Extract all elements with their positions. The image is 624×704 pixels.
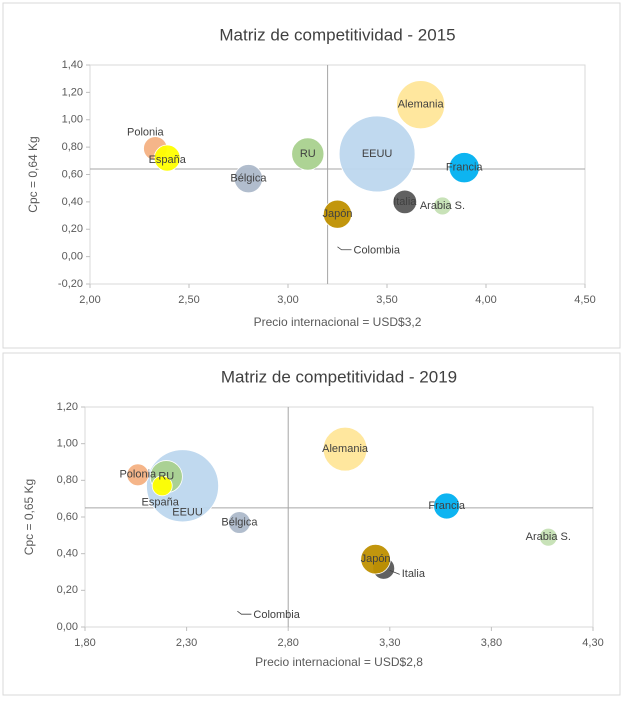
bubble-label: Francia: [428, 500, 466, 512]
y-tick-label: 0,40: [57, 548, 78, 560]
bubble-label: Italia: [393, 196, 417, 208]
chart-title: Matriz de competitividad - 2019: [221, 367, 457, 386]
bubble: [338, 115, 416, 193]
bubble: [236, 613, 239, 616]
bubble-label: Arabia S.: [526, 531, 571, 543]
bubble: [291, 137, 325, 171]
bubble: [151, 475, 173, 497]
bubble: [322, 199, 353, 229]
bubble-label: Bélgica: [221, 516, 258, 528]
bubble: [126, 463, 150, 487]
y-axis-title: Cpc = 0,64 Kg: [26, 136, 40, 212]
x-tick-label: 2,00: [79, 294, 100, 306]
y-tick-label: 0,20: [62, 223, 83, 235]
y-tick-label: 0,00: [57, 621, 78, 633]
bubble-label: Bélgica: [230, 173, 267, 185]
bubble: [233, 164, 263, 194]
x-tick-label: 3,50: [376, 294, 397, 306]
bubble-label: Arabia S.: [420, 200, 465, 212]
x-axis-title: Precio internacional = USD$3,2: [254, 315, 422, 329]
bubble-label: RU: [300, 148, 316, 160]
x-tick-label: 3,80: [481, 637, 502, 649]
bubble: [392, 189, 418, 215]
y-tick-label: 1,20: [62, 86, 83, 98]
y-tick-label: 0,60: [57, 511, 78, 523]
y-axis-title: Cpc = 0,65 Kg: [22, 479, 36, 555]
bubble: [396, 80, 446, 130]
chart-frame: [2, 2, 621, 349]
leader-line: [389, 569, 400, 575]
bubble-label: Colombia: [253, 609, 300, 621]
y-tick-label: 0,00: [62, 251, 83, 263]
y-tick-label: 1,40: [62, 59, 83, 71]
bubble-label: Japón: [361, 553, 391, 565]
bubble-label: Polonia: [119, 469, 157, 481]
y-tick-label: 1,20: [57, 401, 78, 413]
bubble: [448, 152, 480, 184]
y-tick-label: 0,60: [62, 168, 83, 180]
bubble-label: Alemania: [322, 443, 369, 455]
bubble: [433, 196, 452, 216]
x-tick-label: 3,00: [277, 294, 298, 306]
x-tick-label: 3,30: [379, 637, 400, 649]
x-tick-label: 4,30: [582, 637, 603, 649]
y-tick-label: -0,20: [58, 278, 83, 290]
y-tick-label: 0,20: [57, 584, 78, 596]
y-tick-label: 0,80: [57, 474, 78, 486]
bubble: [228, 511, 251, 534]
chart-title: Matriz de competitividad - 2015: [219, 25, 455, 44]
bubble: [538, 527, 558, 547]
y-tick-label: 0,80: [62, 141, 83, 153]
bubble-label: Italia: [402, 568, 426, 580]
x-axis-title: Precio internacional = USD$2,8: [255, 655, 423, 669]
y-tick-label: 1,00: [62, 114, 83, 126]
bubble: [153, 144, 181, 172]
bubble-label: España: [142, 497, 180, 509]
y-tick-label: 1,00: [57, 438, 78, 450]
bubble-label: Colombia: [354, 245, 401, 257]
leader-line: [237, 610, 252, 615]
bubble: [322, 426, 368, 472]
x-tick-label: 2,30: [176, 637, 197, 649]
bubble-label: Francia: [446, 162, 484, 174]
bubble-label: Polonia: [127, 126, 165, 138]
bubble: [433, 492, 461, 520]
bubble-label: RU: [158, 471, 174, 483]
bubble: [360, 543, 391, 575]
bubble-label: EEUU: [172, 507, 203, 519]
bubble-label: España: [149, 154, 187, 166]
x-tick-label: 2,80: [277, 637, 298, 649]
chart-frame: [2, 352, 621, 696]
bubble-label: EEUU: [362, 148, 393, 160]
bubble-label: Japón: [323, 208, 353, 220]
leader-line: [337, 246, 352, 251]
x-tick-label: 1,80: [74, 637, 95, 649]
y-tick-label: 0,40: [62, 196, 83, 208]
x-tick-label: 4,00: [475, 294, 496, 306]
x-tick-label: 4,50: [574, 294, 595, 306]
x-tick-label: 2,50: [178, 294, 199, 306]
bubble-label: Alemania: [398, 99, 445, 111]
bubble: [336, 248, 339, 251]
